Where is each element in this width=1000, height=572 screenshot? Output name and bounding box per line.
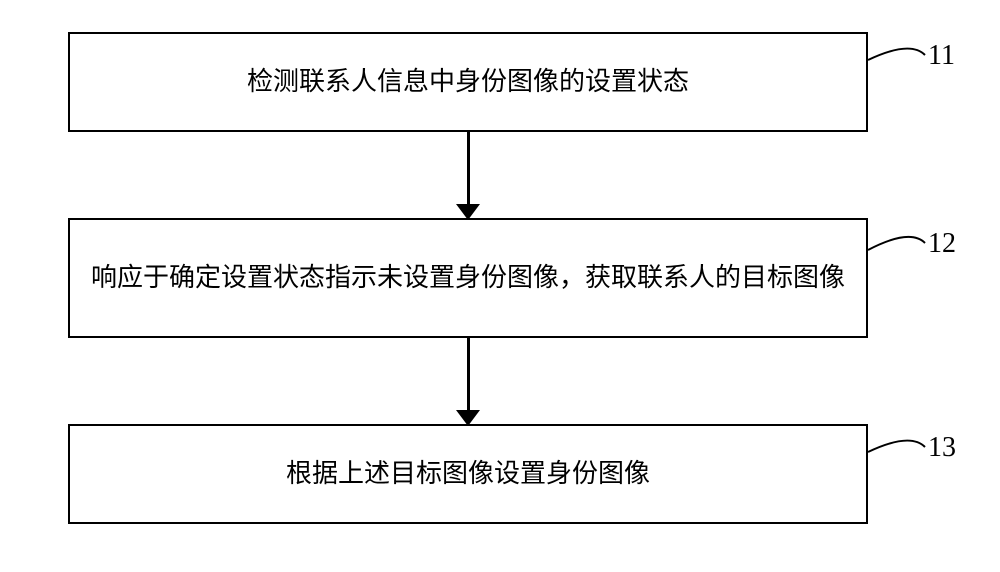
node-label-12: 12	[928, 228, 956, 260]
flowchart-node-step1: 检测联系人信息中身份图像的设置状态	[68, 32, 868, 132]
node-text: 响应于确定设置状态指示未设置身份图像，获取联系人的目标图像	[91, 257, 845, 299]
node-text: 检测联系人信息中身份图像的设置状态	[247, 61, 689, 103]
node-label-11: 11	[928, 40, 955, 72]
flowchart-canvas: 检测联系人信息中身份图像的设置状态 11 响应于确定设置状态指示未设置身份图像，…	[0, 0, 1000, 572]
flowchart-edge-2	[467, 338, 470, 410]
node-label-13: 13	[928, 432, 956, 464]
node-text: 根据上述目标图像设置身份图像	[286, 453, 650, 495]
flowchart-edge-1	[467, 132, 470, 204]
flowchart-node-step2: 响应于确定设置状态指示未设置身份图像，获取联系人的目标图像	[68, 218, 868, 338]
flowchart-node-step3: 根据上述目标图像设置身份图像	[68, 424, 868, 524]
